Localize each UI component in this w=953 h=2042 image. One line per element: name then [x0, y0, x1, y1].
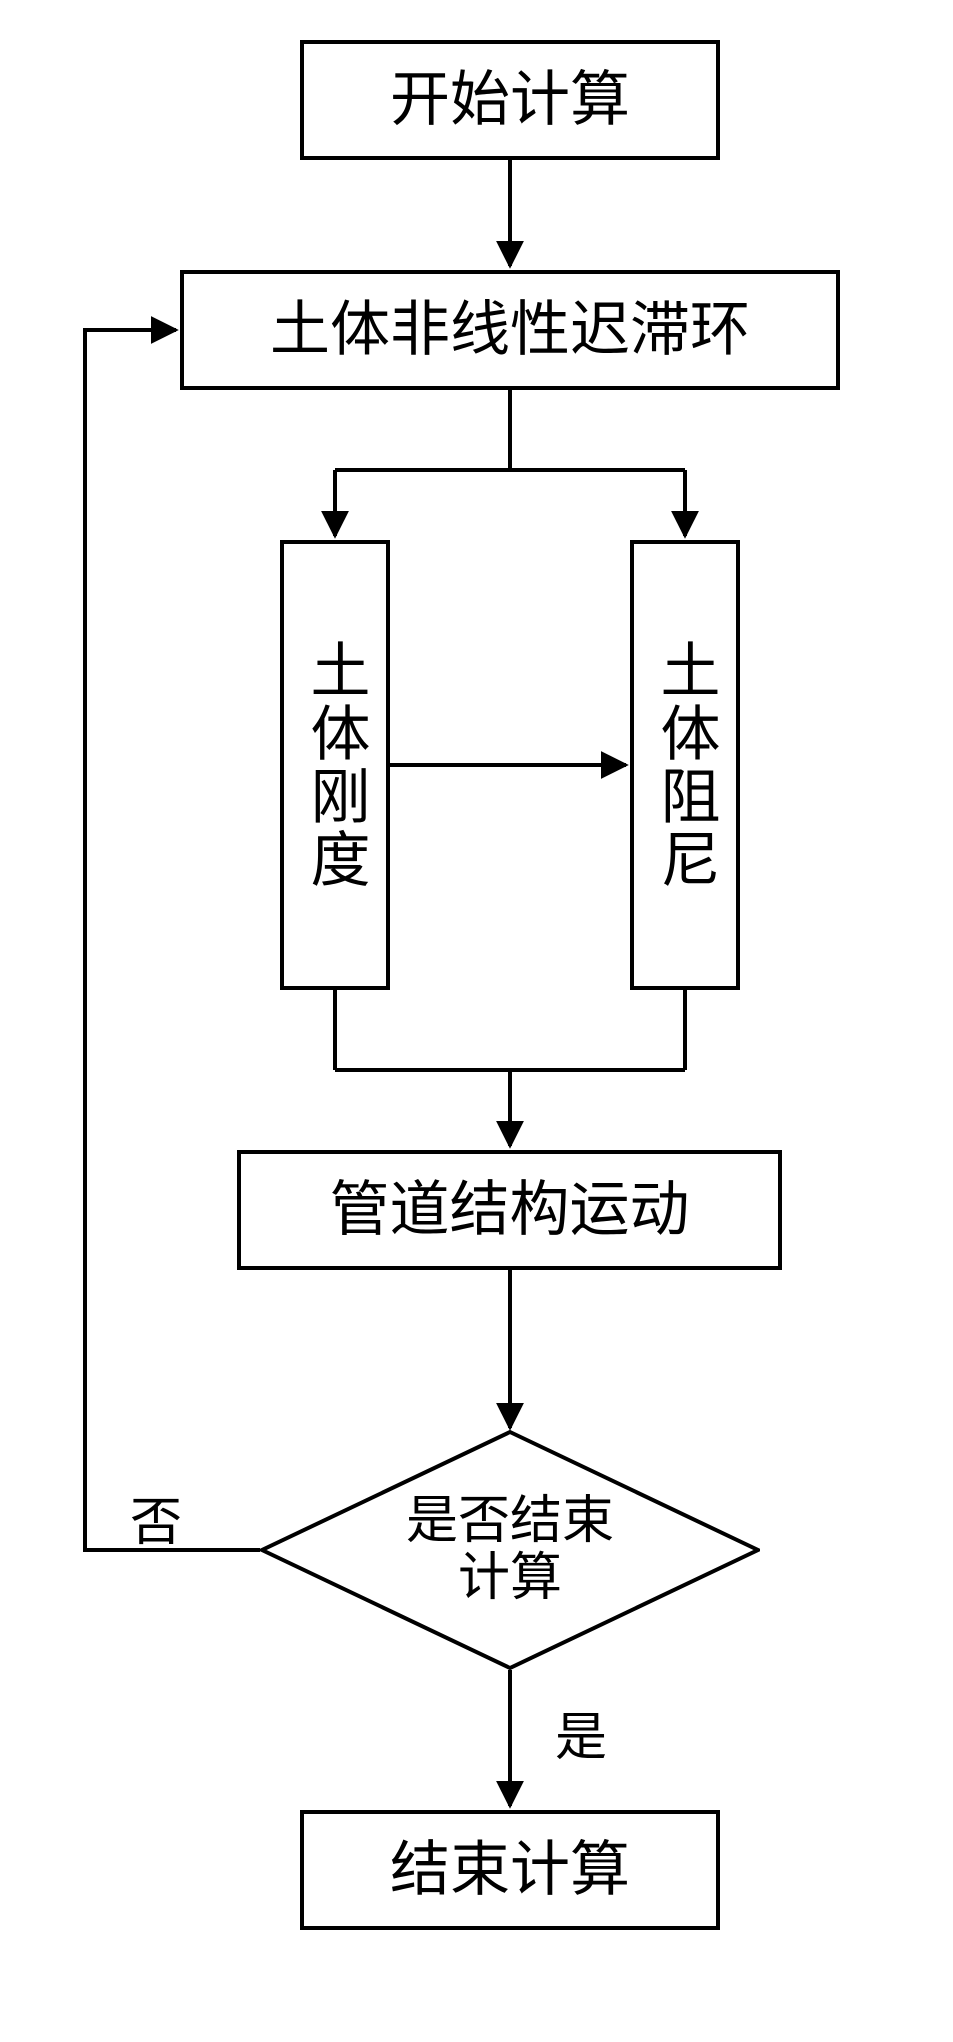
node-hysteresis: 土体非线性迟滞环	[180, 270, 840, 390]
node-decision-label-line1: 是否结束	[406, 1493, 614, 1550]
node-decision-label-line2: 计算	[406, 1550, 614, 1607]
node-damping: 土体阻尼	[630, 540, 740, 990]
node-stiffness-label: 土体刚度	[302, 639, 368, 891]
node-start-label: 开始计算	[390, 67, 630, 133]
node-stiffness: 土体刚度	[280, 540, 390, 990]
branch-no-label: 否	[130, 1480, 182, 1555]
branch-yes-label: 是	[555, 1695, 607, 1770]
node-decision-label: 是否结束 计算	[406, 1493, 614, 1607]
node-decision: 是否结束 计算	[260, 1430, 760, 1670]
node-end: 结束计算	[300, 1810, 720, 1930]
node-damping-label: 土体阻尼	[652, 639, 718, 891]
node-motion: 管道结构运动	[237, 1150, 782, 1270]
node-end-label: 结束计算	[390, 1837, 630, 1903]
node-start: 开始计算	[300, 40, 720, 160]
node-hysteresis-label: 土体非线性迟滞环	[270, 297, 750, 363]
flowchart-canvas: 开始计算 土体非线性迟滞环 土体刚度 土体阻尼 管道结构运动 是否结束 计算 结…	[0, 0, 953, 2042]
node-motion-label: 管道结构运动	[330, 1177, 690, 1243]
